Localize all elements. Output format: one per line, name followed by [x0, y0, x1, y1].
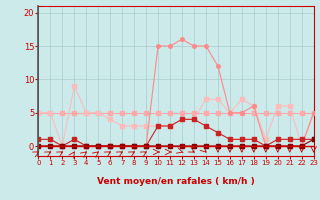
X-axis label: Vent moyen/en rafales ( km/h ): Vent moyen/en rafales ( km/h ) [97, 177, 255, 186]
